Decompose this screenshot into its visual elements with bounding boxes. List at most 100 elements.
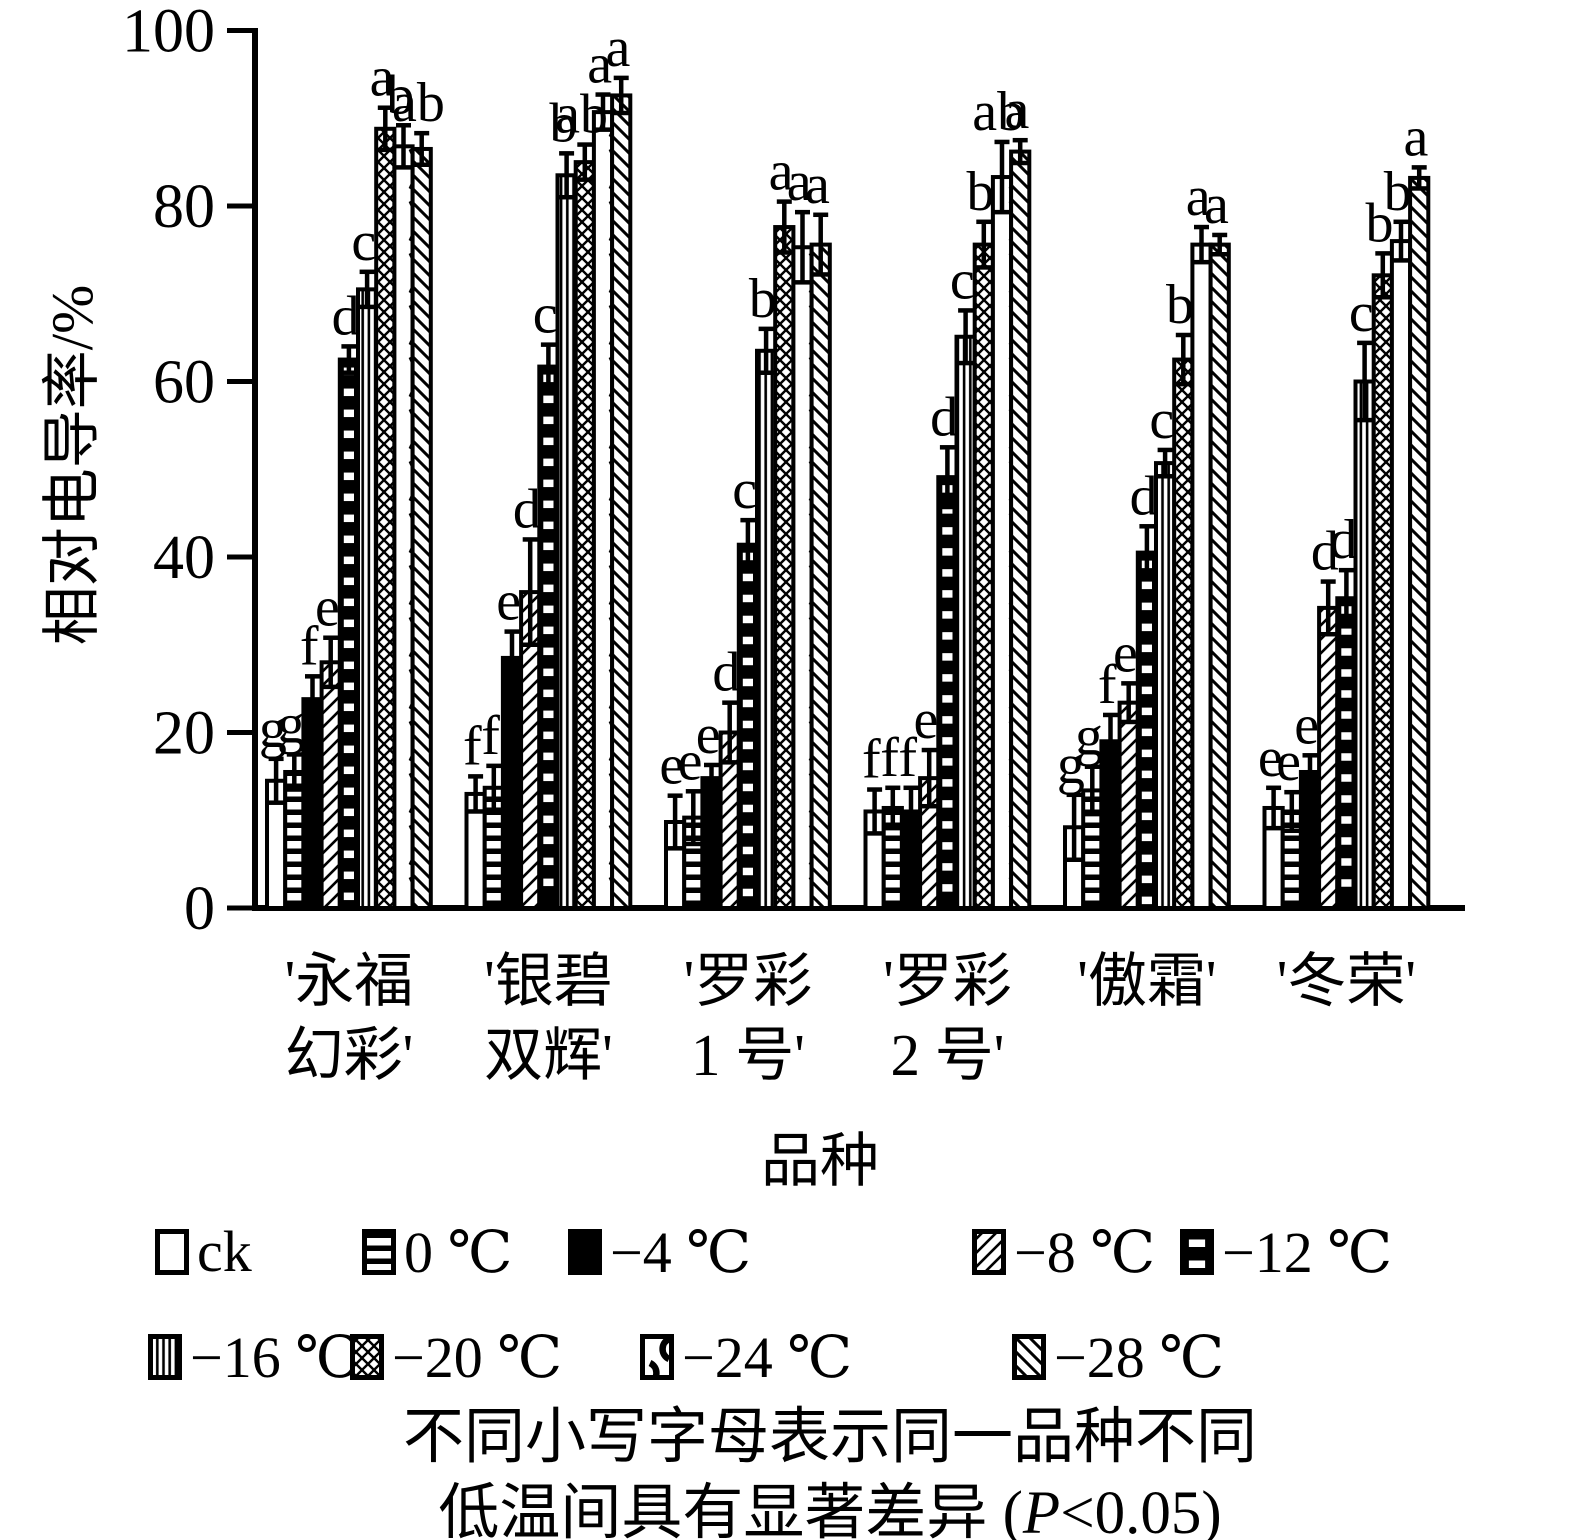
sig-letter: ab: [555, 84, 608, 146]
sig-letter: b: [549, 92, 577, 154]
legend-row-1: ck 0 ℃ −4 ℃ −8 ℃ −12 ℃: [0, 1218, 1575, 1285]
bar-0 ℃-group4: [1081, 764, 1104, 910]
note-line-2-prefix: 低温间具有显著差异 (: [438, 1480, 1023, 1540]
sig-letter: e: [696, 704, 721, 766]
bar-−16 ℃-group4: [1154, 447, 1177, 910]
legend-label: ck: [197, 1219, 252, 1284]
sig-letter: e: [1113, 622, 1138, 684]
sig-letter: a: [805, 154, 830, 216]
bar-−20 ℃-group1: [573, 142, 596, 910]
legend-item-−28 ℃: −28 ℃: [1012, 1323, 1224, 1391]
sig-letter: d: [332, 285, 360, 347]
bar-0 ℃-group2: [682, 789, 705, 910]
bar-ck-group4: [1063, 792, 1086, 911]
legend-item-−20 ℃: −20 ℃: [350, 1323, 562, 1391]
sig-letter: f: [898, 727, 917, 789]
sig-letter: ab: [392, 72, 445, 134]
sig-letter: b: [749, 268, 777, 330]
bar-−8 ℃-group2: [718, 700, 741, 910]
bar-−28 ℃-group1: [610, 75, 633, 910]
bar-−28 ℃-group0: [410, 130, 433, 910]
y-tick-label: 0: [184, 875, 215, 943]
sig-letter: a: [370, 47, 395, 109]
bar-−4 ℃-group5: [1298, 753, 1322, 910]
legend-label: 0 ℃: [404, 1220, 513, 1285]
sig-letter: c: [533, 284, 558, 346]
bar-−12 ℃-group3: [936, 445, 959, 910]
legend-item-−4 ℃: −4 ℃: [568, 1218, 751, 1286]
bar-−16 ℃-group3: [954, 308, 977, 910]
legend-swatch-icon: [148, 1334, 182, 1380]
group-label-5: '冬荣': [1276, 948, 1417, 1014]
bar-−24 ℃-group5: [1389, 219, 1413, 911]
bar-−24 ℃-group3: [990, 139, 1014, 911]
sig-letter: f: [481, 705, 500, 767]
legend-item-0 ℃: 0 ℃: [362, 1218, 512, 1286]
legend-label: −4 ℃: [610, 1220, 752, 1285]
sig-letter: e: [1258, 727, 1283, 789]
bar-−12 ℃-group2: [736, 517, 759, 911]
sig-letter: f: [463, 715, 482, 777]
legend-swatch-icon: [155, 1228, 189, 1275]
sig-letter: f: [1098, 654, 1117, 716]
legend-label: −28 ℃: [1054, 1325, 1225, 1390]
legend-swatch-icon: [362, 1229, 396, 1275]
bar-−4 ℃-group0: [301, 674, 324, 911]
legend-item-−24 ℃: −24 ℃: [640, 1323, 852, 1391]
note-p-symbol: P: [1022, 1480, 1061, 1540]
sig-letter: c: [351, 211, 376, 273]
bar-0 ℃-group0: [283, 752, 306, 910]
sig-letter: a: [605, 17, 630, 79]
bar-−16 ℃-group1: [555, 151, 578, 911]
sig-letter: d: [513, 478, 541, 540]
sig-letter: b: [967, 161, 995, 223]
sig-letter: a: [1186, 166, 1211, 228]
legend-item-ck: ck: [155, 1218, 252, 1285]
sig-letter: e: [1294, 694, 1319, 756]
sig-letter: f: [862, 729, 881, 791]
bar-−28 ℃-group2: [809, 212, 832, 911]
sig-letter: g: [1075, 706, 1103, 768]
sig-letter: d: [1329, 509, 1357, 571]
bar-−24 ℃-group2: [791, 209, 814, 910]
bar-−4 ℃-group1: [500, 629, 524, 910]
y-tick-label: 80: [153, 173, 215, 241]
bar-0 ℃-group1: [482, 763, 505, 910]
bar-0 ℃-group3: [881, 785, 904, 911]
bar-−28 ℃-group3: [1009, 137, 1032, 911]
bar-−28 ℃-group4: [1208, 232, 1231, 911]
bar-−16 ℃-group5: [1353, 340, 1376, 910]
bar-−12 ℃-group1: [537, 342, 560, 910]
y-tick-label: 100: [122, 0, 215, 66]
legend-swatch-icon: [972, 1229, 1006, 1275]
group-label-3: '罗彩 2 号': [883, 948, 1012, 1088]
bar-ck-group0: [265, 756, 288, 911]
sig-letter: e: [315, 577, 340, 639]
legend-label: −20 ℃: [392, 1325, 563, 1390]
bar-−8 ℃-group4: [1117, 681, 1140, 910]
bar-−16 ℃-group0: [356, 269, 379, 910]
note-line-2: 低温间具有显著差异 (P<0.05): [250, 1462, 1410, 1540]
bar-−8 ℃-group0: [319, 635, 342, 910]
bar-ck-group1: [464, 774, 487, 910]
bar-−8 ℃-group5: [1317, 579, 1340, 911]
sig-letter: ab: [972, 81, 1025, 143]
bar-−4 ℃-group2: [700, 762, 723, 910]
sig-letter: e: [1276, 731, 1301, 793]
bar-−20 ℃-group3: [972, 219, 995, 911]
sig-letter: c: [1149, 389, 1174, 451]
sig-letter: e: [659, 735, 684, 797]
y-tick-label: 60: [153, 349, 215, 417]
sig-letter: g: [277, 693, 305, 755]
group-label-4: '傲霜': [1077, 948, 1217, 1014]
bar-ck-group5: [1262, 785, 1285, 911]
sig-letter: a: [1204, 174, 1229, 236]
sig-letter: a: [1004, 79, 1029, 141]
sig-letter: b: [386, 64, 414, 126]
sig-letter: a: [769, 141, 794, 203]
sig-letter: e: [496, 571, 521, 633]
legend-label: −8 ℃: [1014, 1220, 1156, 1285]
bar-−28 ℃-group5: [1408, 165, 1431, 911]
